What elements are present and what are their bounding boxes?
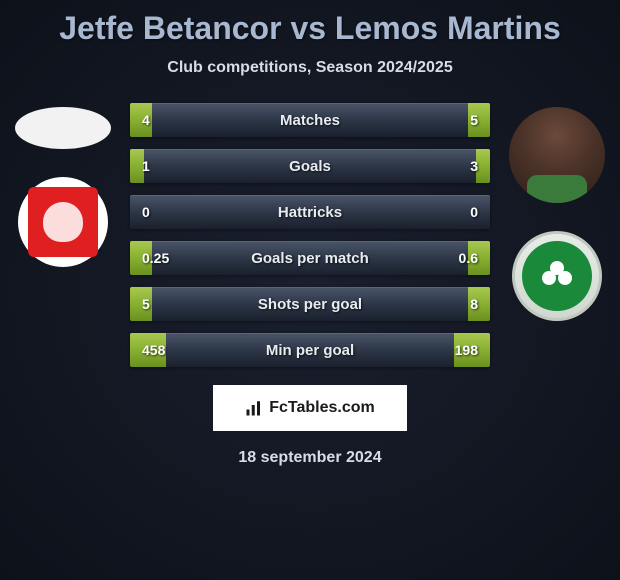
stat-value-left: 458 (142, 342, 165, 358)
stat-value-left: 0.25 (142, 250, 169, 266)
left-club-logo-inner (28, 187, 98, 257)
left-club-logo (18, 177, 108, 267)
stat-value-left: 1 (142, 158, 150, 174)
clover-icon (542, 261, 572, 291)
stat-value-left: 5 (142, 296, 150, 312)
stat-row: 4 Matches 5 (130, 103, 490, 137)
main-area: 4 Matches 5 1 Goals 3 0 Hattricks 0 0.25 Goals per… (0, 103, 620, 367)
right-column (502, 103, 612, 321)
stat-label: Min per goal (266, 342, 354, 359)
stat-row: 458 Min per goal 198 (130, 333, 490, 367)
stat-label: Goals per match (251, 250, 369, 267)
stat-row: 1 Goals 3 (130, 149, 490, 183)
stat-value-right: 3 (470, 158, 478, 174)
page-title: Jetfe Betancor vs Lemos Martins (0, 10, 620, 47)
chart-icon (245, 399, 263, 417)
date-line: 18 september 2024 (0, 449, 620, 467)
stat-label: Hattricks (278, 204, 342, 221)
right-club-logo-inner (522, 241, 592, 311)
comparison-card: Jetfe Betancor vs Lemos Martins Club com… (0, 0, 620, 467)
stat-label: Goals (289, 158, 331, 175)
stat-value-right: 5 (470, 112, 478, 128)
stat-label: Matches (280, 112, 340, 129)
stats-bars: 4 Matches 5 1 Goals 3 0 Hattricks 0 0.25 Goals per… (130, 103, 490, 367)
stat-label: Shots per goal (258, 296, 362, 313)
stat-value-left: 4 (142, 112, 150, 128)
left-column (8, 103, 118, 267)
left-player-avatar (15, 107, 111, 149)
stat-value-right: 8 (470, 296, 478, 312)
stat-value-right: 0.6 (459, 250, 478, 266)
stat-row: 5 Shots per goal 8 (130, 287, 490, 321)
stat-value-right: 198 (455, 342, 478, 358)
stat-value-left: 0 (142, 204, 150, 220)
footer-brand-badge[interactable]: FcTables.com (213, 385, 407, 431)
stat-row: 0 Hattricks 0 (130, 195, 490, 229)
subtitle: Club competitions, Season 2024/2025 (0, 59, 620, 77)
stat-row: 0.25 Goals per match 0.6 (130, 241, 490, 275)
stat-value-right: 0 (470, 204, 478, 220)
right-player-avatar (509, 107, 605, 203)
footer-brand-text: FcTables.com (269, 399, 375, 417)
right-club-logo (512, 231, 602, 321)
